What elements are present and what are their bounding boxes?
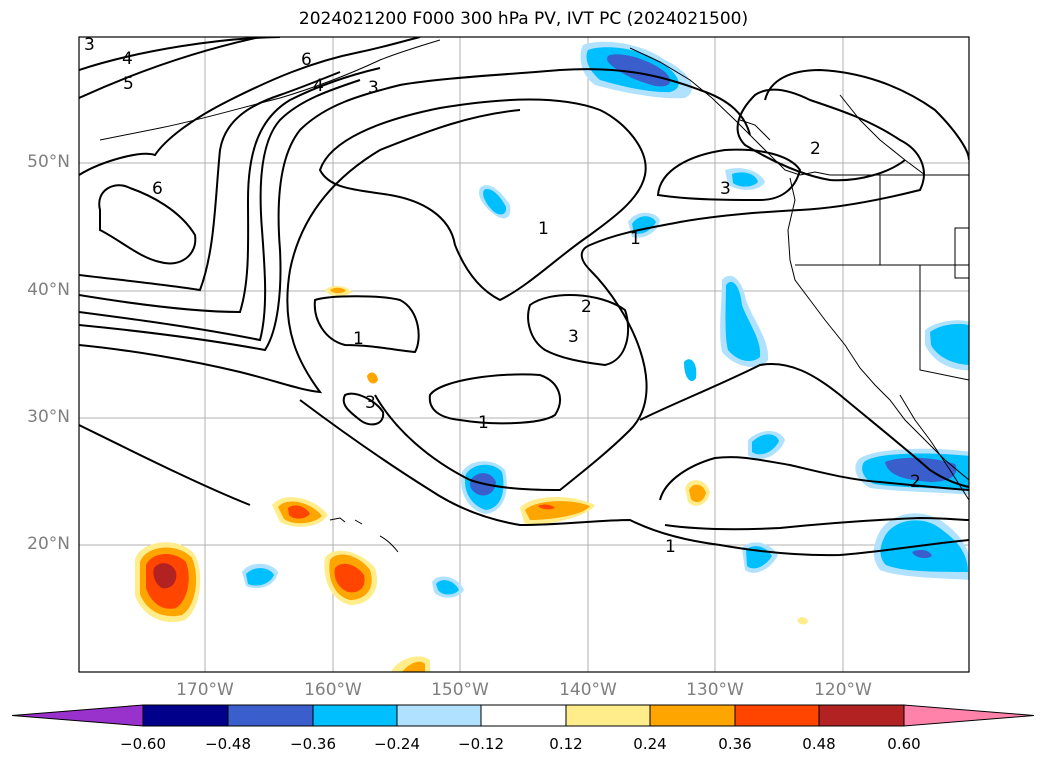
contour-label: 1: [478, 413, 489, 433]
colorbar-tick-label: −0.60: [120, 735, 166, 753]
contour-label-group: 3 4 5 6 4 3 6 1 1 2 3 1 3 1 2 3 2 1: [84, 35, 921, 557]
contour-label: 3: [568, 327, 579, 347]
colorbar-tick-label: −0.12: [458, 735, 504, 753]
lon-label-120w: 120°W: [814, 680, 872, 700]
contour-label: 4: [122, 49, 133, 69]
ivt-shading: [135, 41, 969, 672]
contour-label: 2: [910, 472, 921, 492]
lat-label-20n: 20°N: [27, 534, 70, 554]
colorbar-tick-label: −0.48: [205, 735, 251, 753]
colorbar-swatch: [649, 704, 736, 727]
colorbar-tick-label: 0.36: [718, 735, 752, 753]
lat-label-30n: 30°N: [27, 407, 70, 427]
pv-contours: [79, 37, 969, 557]
colorbar-tick-label: −0.24: [374, 735, 420, 753]
colorbar-swatch: [734, 704, 820, 727]
lon-label-130w: 130°W: [686, 680, 744, 700]
colorbar-swatch: [142, 704, 229, 727]
colorbar-extend-left: [11, 704, 144, 727]
lon-label-170w: 170°W: [176, 680, 234, 700]
colorbar-swatch: [818, 704, 905, 727]
contour-label: 5: [123, 74, 134, 94]
contour-label: 1: [353, 329, 364, 349]
colorbar-swatch: [480, 704, 567, 727]
contour-label: 6: [301, 50, 312, 70]
lat-label-40n: 40°N: [27, 280, 70, 300]
contour-label: 2: [810, 139, 821, 159]
contour-label: 1: [665, 537, 676, 557]
colorbar: [11, 704, 1035, 727]
colorbar-swatch: [565, 704, 651, 727]
colorbar-swatch: [227, 704, 314, 727]
contour-label: 6: [152, 179, 163, 199]
contour-label: 2: [581, 297, 592, 317]
contour-label: 1: [538, 219, 549, 239]
map-frame: [78, 36, 970, 673]
contour-label: 3: [84, 35, 95, 55]
lon-label-140w: 140°W: [559, 680, 617, 700]
lon-label-160w: 160°W: [304, 680, 362, 700]
colorbar-extend-right: [903, 704, 1035, 727]
gridlines: [79, 37, 969, 672]
colorbar-tick-label: −0.36: [290, 735, 336, 753]
lon-label-150w: 150°W: [431, 680, 489, 700]
contour-label: 3: [720, 179, 731, 199]
contour-label: 3: [368, 78, 379, 98]
colorbar-tick-label: 0.48: [802, 735, 836, 753]
colorbar-tick-label: 0.24: [633, 735, 667, 753]
map-title: 2024021200 F000 300 hPa PV, IVT PC (2024…: [298, 9, 749, 29]
colorbar-swatch: [396, 704, 482, 727]
colorbar-swatch: [312, 704, 398, 727]
contour-label: 4: [313, 76, 324, 96]
contour-label: 3: [365, 393, 376, 413]
colorbar-tick-label: 0.12: [549, 735, 583, 753]
colorbar-tick-label: 0.60: [887, 735, 921, 753]
lat-label-50n: 50°N: [27, 152, 70, 172]
contour-label: 1: [630, 229, 641, 249]
